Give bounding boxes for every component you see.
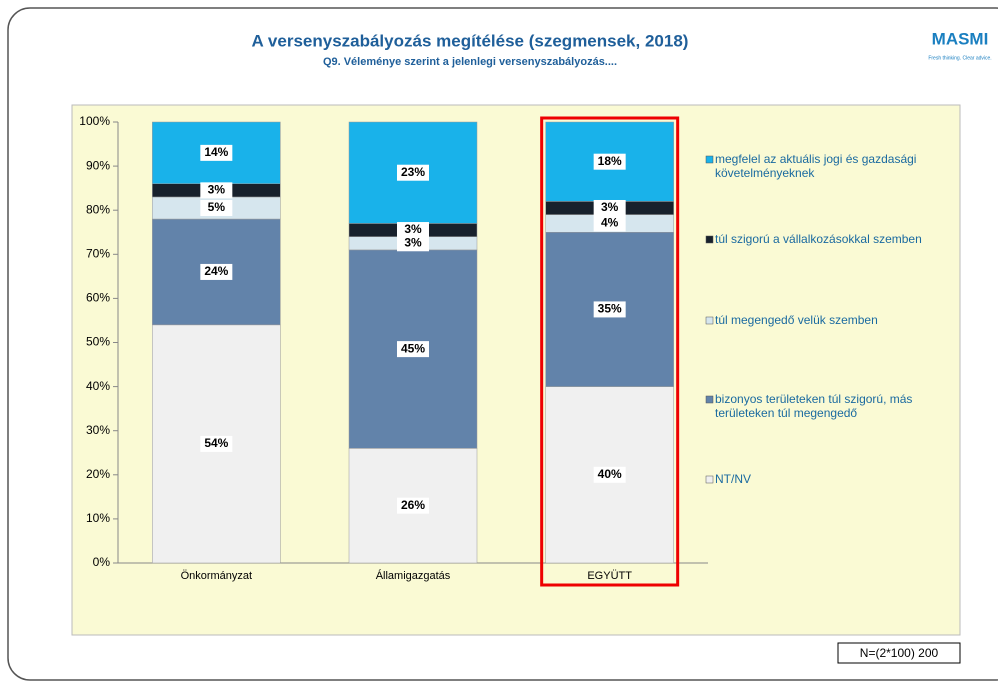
legend-swatch	[705, 316, 714, 325]
data-label: 3%	[208, 183, 226, 197]
legend-label: NT/NV	[715, 472, 751, 486]
data-label: 5%	[208, 200, 226, 214]
data-label: 3%	[404, 235, 422, 249]
data-label: 35%	[598, 302, 622, 316]
highlight	[540, 116, 680, 587]
y-tick-label: 30%	[86, 423, 110, 437]
data-label: 14%	[204, 145, 228, 159]
data-label: 3%	[601, 200, 619, 214]
data-label-box	[593, 153, 626, 170]
y-tick-label: 40%	[86, 379, 110, 393]
data-label-box	[200, 199, 233, 216]
data-label-box	[593, 215, 626, 232]
data-label: 24%	[204, 264, 228, 278]
logo: MASMI	[932, 29, 989, 48]
y-tick-label: 80%	[86, 202, 110, 216]
legend-swatch	[705, 475, 714, 484]
data-label: 40%	[598, 467, 622, 481]
data-label-box	[397, 164, 429, 181]
data-label: 4%	[601, 216, 619, 230]
logo-tagline: Fresh thinking. Clear advice.	[928, 55, 991, 61]
data-label-box	[593, 199, 626, 216]
data-label: 3%	[404, 222, 422, 236]
data-label-box	[200, 435, 233, 452]
data-label: 26%	[401, 498, 425, 512]
chart-subtitle: Q9. Véleménye szerint a jelenlegi versen…	[323, 56, 617, 68]
note: N=(2*100) 200	[860, 646, 939, 660]
data-label-box	[397, 222, 429, 239]
y-tick-label: 100%	[79, 114, 110, 128]
data-label: 54%	[204, 436, 228, 450]
data-label: 45%	[401, 341, 425, 355]
x-tick-label: Önkormányzat	[181, 570, 253, 582]
data-label-box	[200, 144, 233, 161]
data-label-box	[200, 182, 233, 199]
y-tick-label: 90%	[86, 158, 110, 172]
legend-swatch	[705, 235, 714, 244]
data-label-box	[200, 263, 233, 280]
legend-swatch	[705, 395, 714, 404]
legend-label: bizonyos területeken túl szigorú, más te…	[715, 392, 913, 420]
chart-title: A versenyszabályozás megítélése (szegmen…	[252, 31, 689, 50]
data-label-box	[593, 466, 626, 483]
x-tick-label: Államigazgatás	[376, 569, 451, 582]
data-label-box	[397, 235, 429, 252]
y-tick-label: 60%	[86, 291, 110, 305]
note-box	[837, 642, 961, 664]
data-label: 23%	[401, 165, 425, 179]
data-label-box	[593, 301, 626, 318]
y-tick-label: 70%	[86, 246, 110, 260]
x-tick-label: EGYÜTT	[587, 570, 632, 582]
legend-label: túl szigorú a vállalkozásokkal szemben	[715, 232, 922, 246]
y-tick-label: 0%	[93, 555, 111, 569]
legend-label: túl megengedő velük szemben	[715, 313, 878, 327]
legend-swatch	[705, 155, 714, 164]
y-tick-label: 20%	[86, 467, 110, 481]
y-tick-label: 50%	[86, 335, 110, 349]
data-label-box	[397, 341, 429, 358]
y-tick-label: 10%	[86, 511, 110, 525]
data-label-box	[397, 497, 429, 514]
data-label: 18%	[598, 154, 622, 168]
legend-label: megfelel az aktuális jogi és gazdasági k…	[715, 152, 917, 180]
